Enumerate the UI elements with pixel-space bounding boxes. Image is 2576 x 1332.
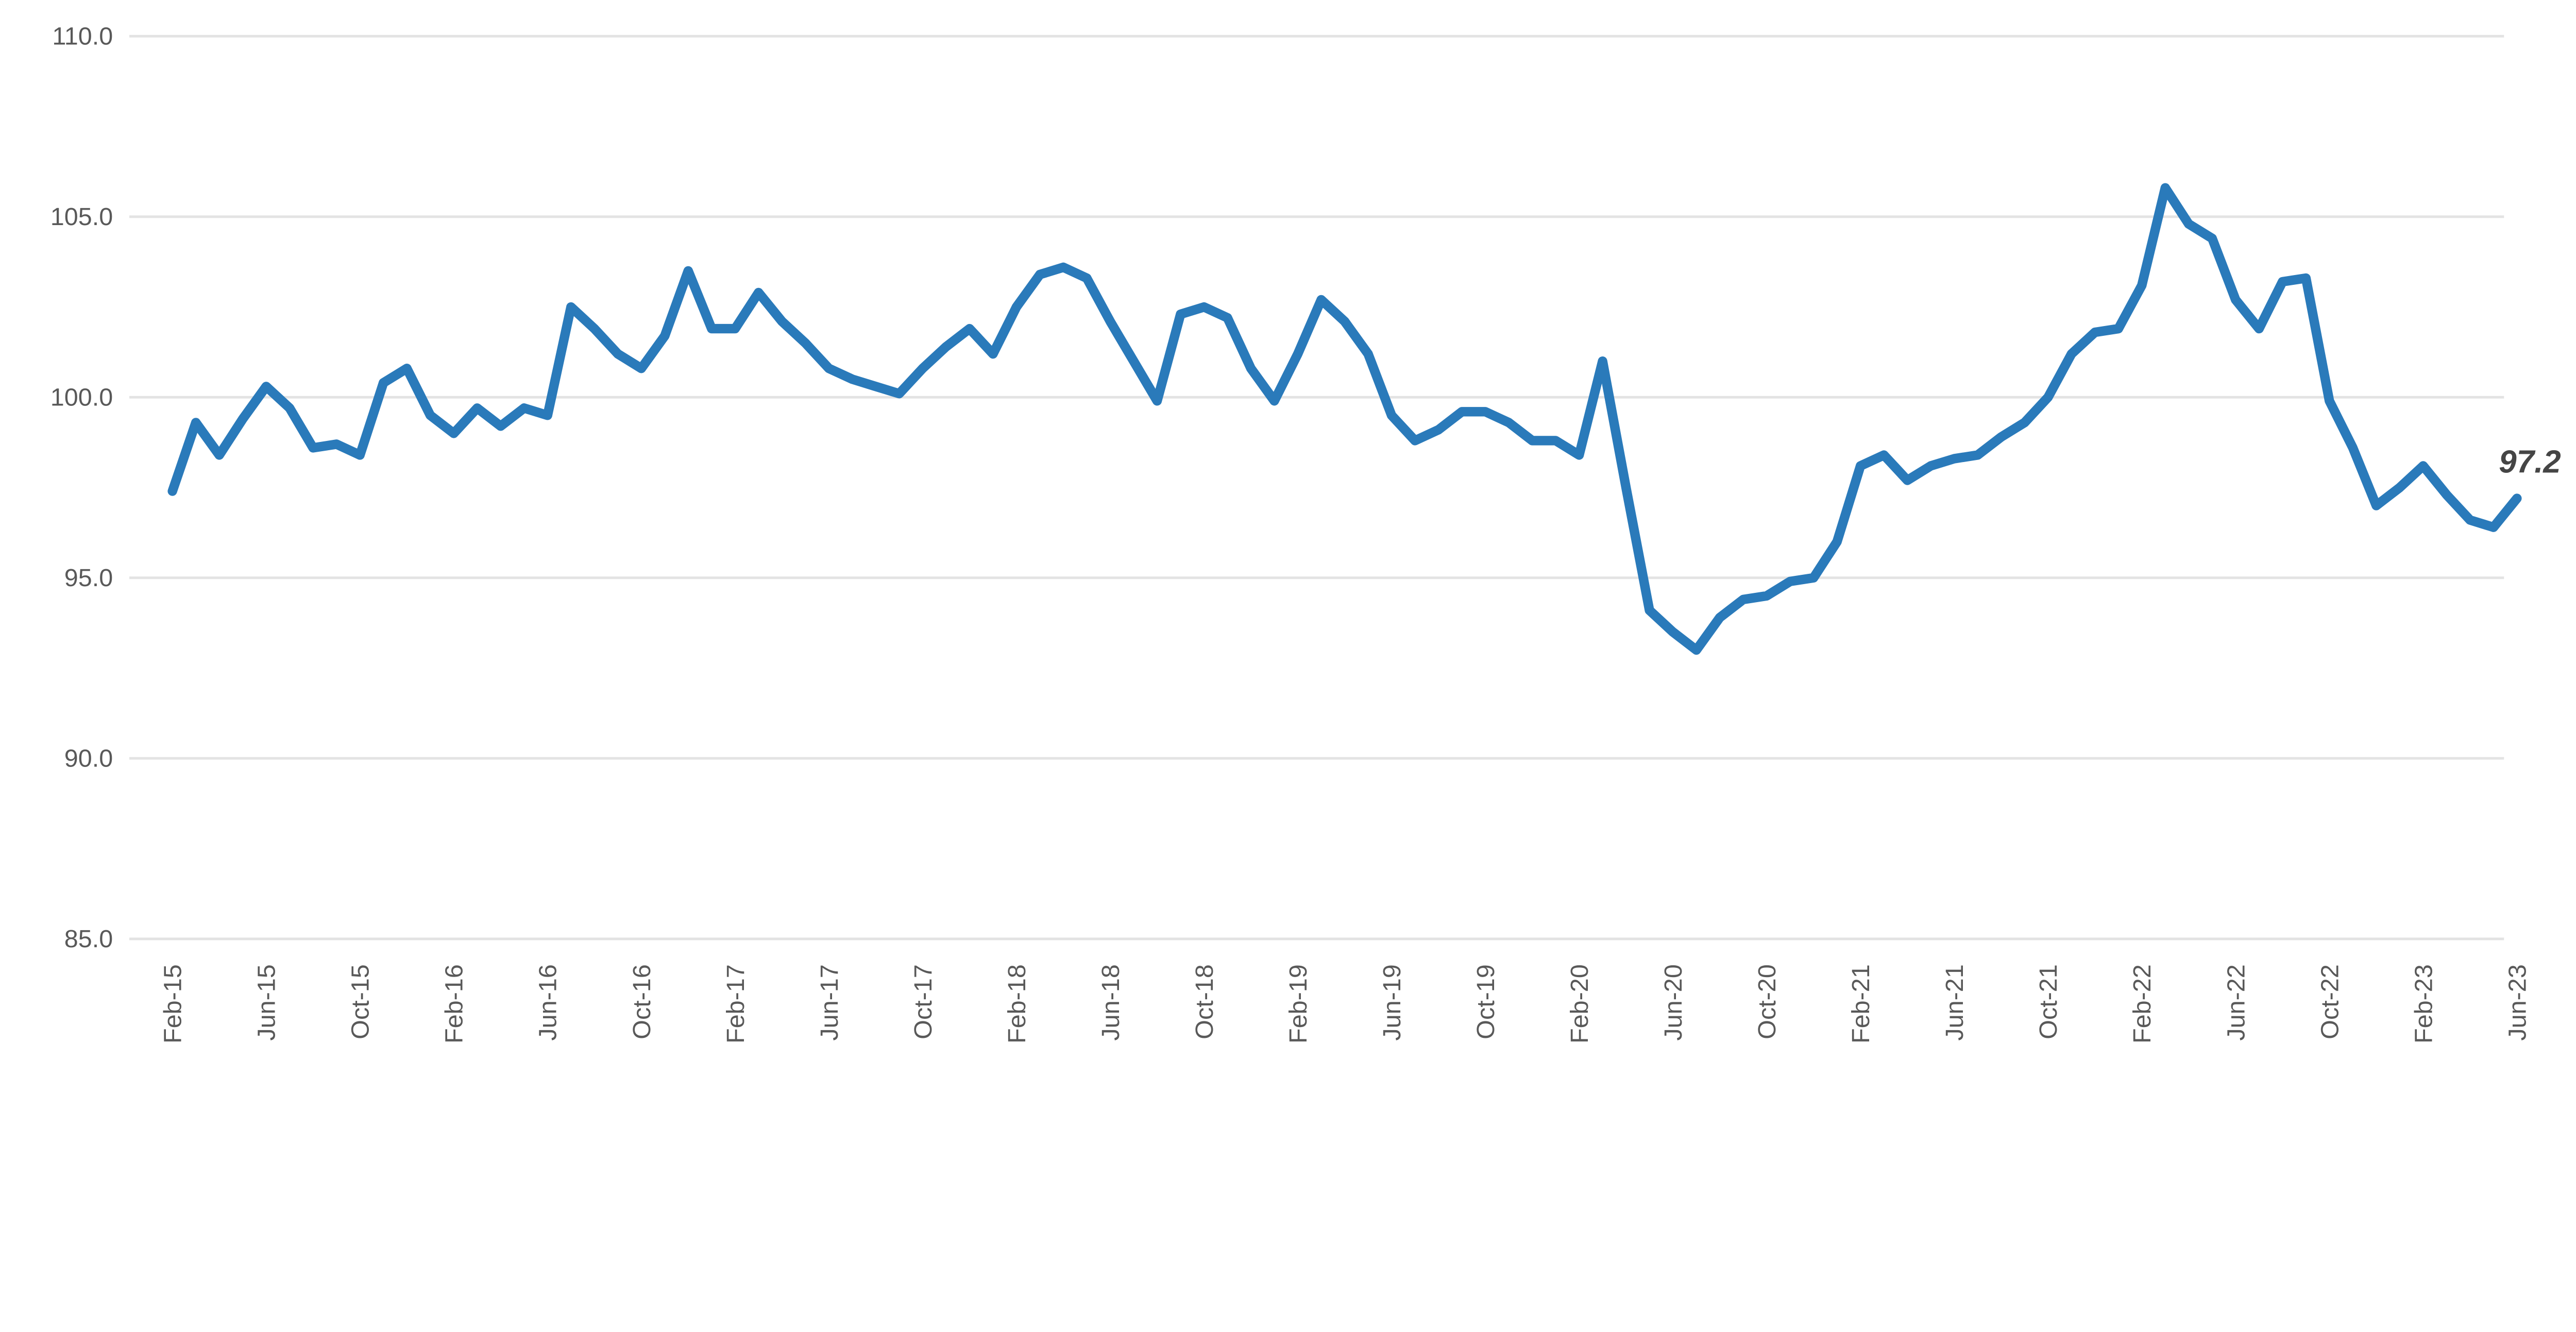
x-axis-tick-label: Jun-21: [1941, 964, 1969, 1040]
x-axis-tick-label: Oct-21: [2035, 964, 2062, 1039]
y-axis-tick-label: 105.0: [50, 203, 113, 231]
y-axis-tick-label: 110.0: [52, 22, 113, 50]
x-axis-tick-label: Feb-18: [1003, 964, 1031, 1044]
x-axis-tick-label: Feb-16: [440, 964, 468, 1044]
x-axis-tick-label: Jun-16: [534, 964, 562, 1040]
y-axis-tick-label: 100.0: [50, 383, 113, 411]
x-axis-tick-label: Feb-15: [159, 964, 187, 1044]
chart-svg: 110.0 105.0 100.0 95.0 90.0 85.0 Feb-15 Jun-15 O…: [0, 0, 2576, 1114]
chart-background: [0, 0, 2576, 1114]
x-axis-tick-label: Oct-18: [1191, 964, 1218, 1039]
x-axis-tick-label: Oct-19: [1472, 964, 1500, 1039]
x-axis-tick-label: Oct-22: [2316, 964, 2344, 1039]
x-axis-tick-label: Feb-20: [1566, 964, 1594, 1044]
x-axis-tick-label: Jun-18: [1097, 964, 1125, 1040]
series-line: [167, 183, 2522, 655]
x-axis-tick-label: Feb-23: [2410, 964, 2437, 1044]
y-axis-tick-label: 90.0: [64, 744, 113, 772]
y-axis-tick-label: 85.0: [64, 925, 113, 953]
x-axis-tick-label: Jun-22: [2222, 964, 2250, 1040]
x-axis-tick-label: Jun-19: [1378, 964, 1406, 1040]
x-axis-tick-label: Jun-17: [816, 964, 843, 1040]
x-axis-tick-label: Feb-22: [2128, 964, 2156, 1044]
x-axis-tick-label: Jun-15: [253, 964, 281, 1040]
x-axis-tick-label: Feb-21: [1847, 964, 1875, 1044]
x-axis-tick-label: Oct-16: [628, 964, 656, 1039]
x-axis-tick-label: Jun-23: [2503, 964, 2531, 1040]
x-axis-tick-label: Oct-20: [1753, 964, 1781, 1039]
x-axis-tick-label: Oct-15: [347, 964, 375, 1039]
end-value-label: 97.2: [2499, 444, 2561, 480]
x-axis-tick-label: Feb-19: [1284, 964, 1312, 1044]
x-axis-tick-label: Feb-17: [722, 964, 750, 1044]
y-axis-tick-label: 95.0: [64, 564, 113, 592]
line-chart: 110.0 105.0 100.0 95.0 90.0 85.0 Feb-15 Jun-15 O…: [0, 0, 2576, 1114]
x-axis-tick-label: Oct-17: [909, 964, 937, 1039]
x-axis-tick-label: Jun-20: [1659, 964, 1687, 1040]
